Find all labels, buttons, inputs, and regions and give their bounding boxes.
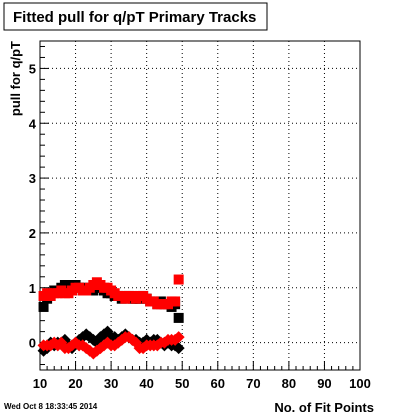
data-markers bbox=[37, 274, 185, 360]
x-tick-label: 30 bbox=[104, 376, 118, 391]
plot-frame bbox=[39, 40, 361, 371]
y-tick-label: 1 bbox=[29, 281, 36, 296]
y-axis-label: pull for q/pT bbox=[8, 41, 23, 116]
y-tick-label: 5 bbox=[29, 61, 36, 76]
diamond-marker bbox=[55, 336, 68, 349]
title-frame bbox=[3, 2, 268, 31]
grid-lines bbox=[40, 41, 360, 370]
tick-labels: 10 20 30 40 50 60 70 80 90 100 0 1 2 3 4 5 bbox=[29, 61, 371, 391]
square-marker bbox=[173, 312, 184, 323]
square-marker bbox=[38, 301, 49, 312]
x-tick-label: 20 bbox=[68, 376, 82, 391]
x-tick-label: 60 bbox=[211, 376, 225, 391]
x-tick-label: 10 bbox=[33, 376, 47, 391]
axis-ticks bbox=[39, 45, 361, 370]
x-tick-label: 50 bbox=[175, 376, 189, 391]
diamond-marker bbox=[172, 331, 185, 344]
chart-title-box: Fitted pull for q/pT Primary Tracks bbox=[3, 2, 268, 31]
x-tick-label: 70 bbox=[246, 376, 260, 391]
x-tick-label: 80 bbox=[282, 376, 296, 391]
y-tick-label: 4 bbox=[29, 116, 37, 131]
x-axis-label: No. of Fit Points bbox=[274, 400, 374, 414]
chart-title: Fitted pull for q/pT Primary Tracks bbox=[13, 9, 256, 26]
x-tick-label: 90 bbox=[317, 376, 331, 391]
square-marker bbox=[170, 296, 181, 307]
y-tick-label: 3 bbox=[29, 171, 36, 186]
x-tick-label: 100 bbox=[349, 376, 371, 391]
square-marker bbox=[173, 274, 184, 285]
x-tick-label: 40 bbox=[139, 376, 153, 391]
y-tick-label: 2 bbox=[29, 226, 36, 241]
y-tick-label: 0 bbox=[29, 336, 36, 351]
timestamp: Wed Oct 8 18:33:45 2014 bbox=[4, 402, 98, 411]
